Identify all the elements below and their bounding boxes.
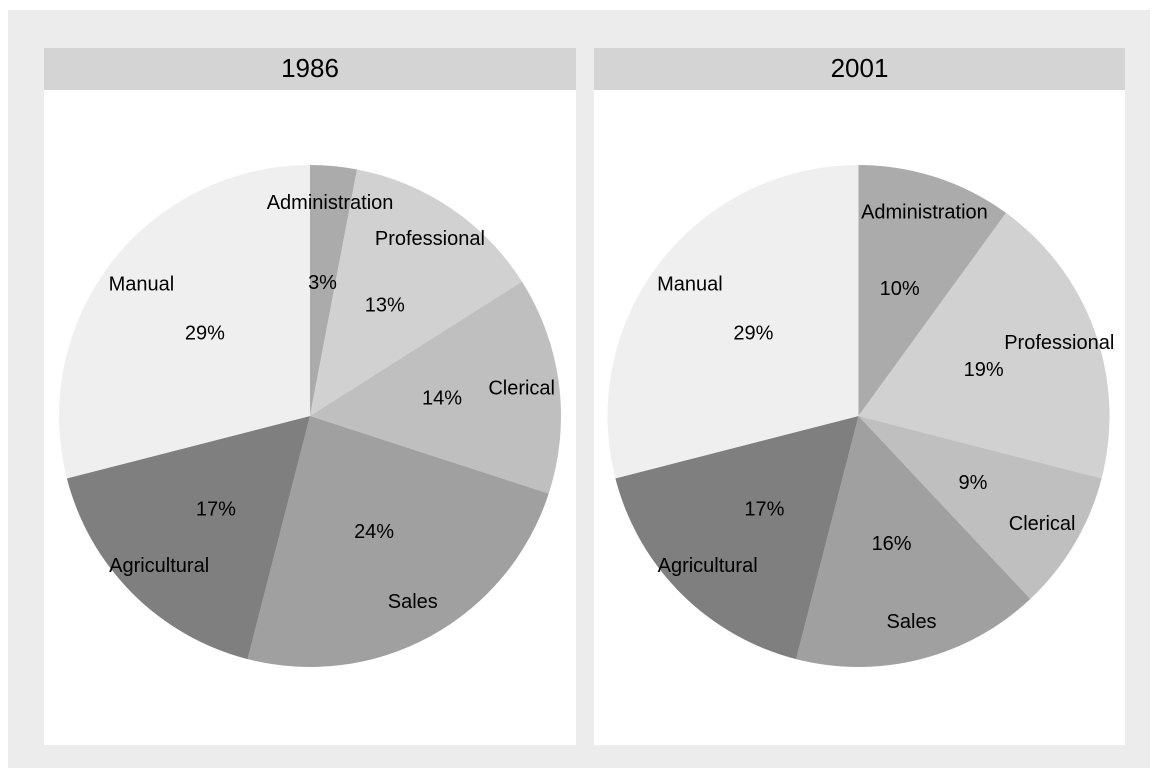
value-label: 13% <box>365 294 405 316</box>
slice-label: Manual <box>109 274 175 296</box>
value-label: 14% <box>422 388 462 410</box>
slice-label: Agricultural <box>109 555 209 577</box>
slice-label: Clerical <box>488 378 555 400</box>
value-label: 24% <box>354 521 394 543</box>
pie-slice <box>858 212 1110 479</box>
slice-label: Clerical <box>1009 513 1076 535</box>
pie-slice <box>310 165 358 416</box>
value-label: 17% <box>744 498 784 520</box>
value-label: 29% <box>185 323 225 345</box>
slice-label: Professional <box>375 228 485 250</box>
pie-slice <box>858 416 1102 599</box>
slice-label: Administration <box>861 201 988 223</box>
pie-slice <box>858 165 1007 416</box>
slice-label: Sales <box>388 591 438 613</box>
pie-slice <box>66 416 311 660</box>
panel-title: 2001 <box>831 53 889 83</box>
slice-label: Administration <box>267 192 394 214</box>
slice-label: Manual <box>657 274 723 296</box>
pie-slice <box>615 416 859 660</box>
panel-header <box>44 48 576 90</box>
panel-title: 1986 <box>281 53 339 83</box>
pie-slice <box>310 281 562 494</box>
panel-header <box>594 48 1125 90</box>
pie-slice <box>796 416 1031 667</box>
pie-slice <box>247 416 549 668</box>
value-label: 16% <box>872 533 912 555</box>
value-label: 19% <box>964 359 1004 381</box>
value-label: 17% <box>196 498 236 520</box>
value-label: 10% <box>880 278 920 300</box>
slice-label: Sales <box>887 611 937 633</box>
pie-slice <box>310 169 522 416</box>
slice-label: Agricultural <box>658 555 758 577</box>
pie-slice <box>607 165 859 479</box>
value-label: 9% <box>959 472 988 494</box>
value-label: 29% <box>733 323 773 345</box>
pie-slice <box>58 165 310 479</box>
slice-label: Professional <box>1004 332 1114 354</box>
value-label: 3% <box>308 272 337 294</box>
